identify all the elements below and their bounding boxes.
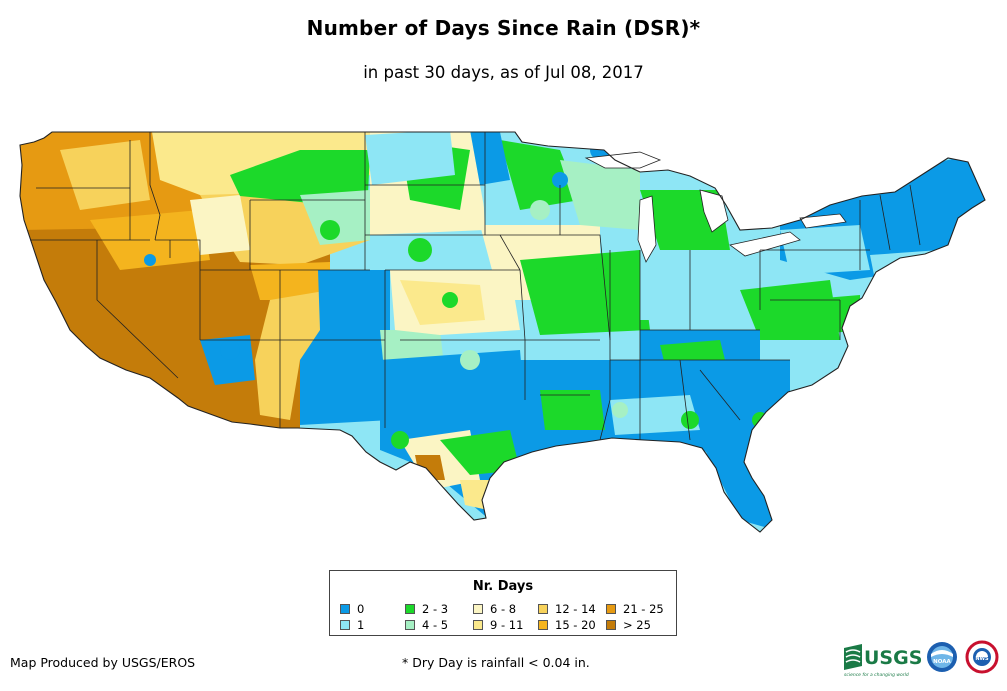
usgs-logo: USGS science for a changing world bbox=[844, 644, 922, 678]
legend-label: > 25 bbox=[623, 618, 651, 632]
legend-item-4: 6 - 8 bbox=[473, 602, 516, 616]
legend-label: 9 - 11 bbox=[490, 618, 524, 632]
legend-label: 6 - 8 bbox=[490, 602, 517, 616]
legend-swatch bbox=[405, 620, 415, 630]
legend-swatch bbox=[473, 604, 483, 614]
legend-swatch bbox=[606, 604, 616, 614]
legend-label: 0 bbox=[357, 602, 365, 616]
nws-logo: NWS bbox=[965, 640, 999, 674]
legend-label: 15 - 20 bbox=[555, 618, 596, 632]
legend-item-1: 1 bbox=[340, 618, 364, 632]
legend-item-7: 15 - 20 bbox=[538, 618, 596, 632]
legend-label: 4 - 5 bbox=[422, 618, 449, 632]
legend-swatch bbox=[340, 620, 350, 630]
dry-day-footnote: * Dry Day is rainfall < 0.04 in. bbox=[402, 655, 590, 670]
legend-swatch bbox=[473, 620, 483, 630]
noaa-text: NOAA bbox=[933, 659, 951, 665]
map-title: Number of Days Since Rain (DSR)* bbox=[306, 16, 701, 40]
legend-item-0: 0 bbox=[340, 602, 364, 616]
legend-item-8: 21 - 25 bbox=[606, 602, 664, 616]
legend-swatch bbox=[340, 604, 350, 614]
legend-item-3: 4 - 5 bbox=[405, 618, 448, 632]
legend: Nr. Days 0 1 2 - 3 4 - 5 6 - 8 9 - 11 12… bbox=[329, 570, 677, 636]
legend-title: Nr. Days bbox=[472, 579, 534, 594]
legend-swatch bbox=[538, 604, 548, 614]
legend-label: 2 - 3 bbox=[422, 602, 449, 616]
us-dsr-map bbox=[19, 131, 986, 533]
legend-label: 12 - 14 bbox=[555, 602, 596, 616]
agency-logos: USGS science for a changing world NOAA N… bbox=[844, 640, 999, 678]
legend-swatch bbox=[538, 620, 548, 630]
map-credit: Map Produced by USGS/EROS bbox=[10, 655, 196, 670]
map-subtitle: in past 30 days, as of Jul 08, 2017 bbox=[363, 63, 644, 82]
legend-swatch bbox=[405, 604, 415, 614]
legend-label: 1 bbox=[357, 618, 365, 632]
legend-item-5: 9 - 11 bbox=[473, 618, 523, 632]
usgs-tagline: science for a changing world bbox=[844, 672, 909, 678]
legend-label: 21 - 25 bbox=[623, 602, 664, 616]
usgs-text: USGS bbox=[864, 647, 922, 669]
legend-item-9: > 25 bbox=[606, 618, 651, 632]
legend-swatch bbox=[606, 620, 616, 630]
legend-item-6: 12 - 14 bbox=[538, 602, 596, 616]
legend-item-2: 2 - 3 bbox=[405, 602, 448, 616]
noaa-logo: NOAA bbox=[927, 642, 957, 672]
nws-text: NWS bbox=[975, 656, 989, 662]
